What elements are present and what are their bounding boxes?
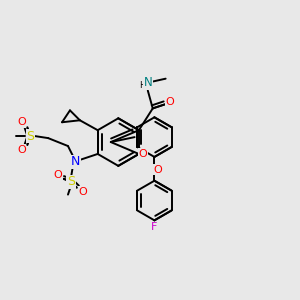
Text: S: S — [26, 130, 34, 142]
Text: O: O — [17, 117, 26, 127]
Text: S: S — [67, 175, 75, 188]
Text: O: O — [165, 98, 174, 107]
Text: F: F — [151, 222, 158, 232]
Text: O: O — [17, 145, 26, 155]
Text: O: O — [79, 187, 87, 196]
Text: N: N — [71, 155, 81, 168]
Text: H: H — [139, 81, 145, 90]
Text: N: N — [143, 76, 152, 89]
Text: O: O — [153, 165, 162, 175]
Text: O: O — [54, 170, 62, 180]
Text: O: O — [139, 149, 147, 159]
